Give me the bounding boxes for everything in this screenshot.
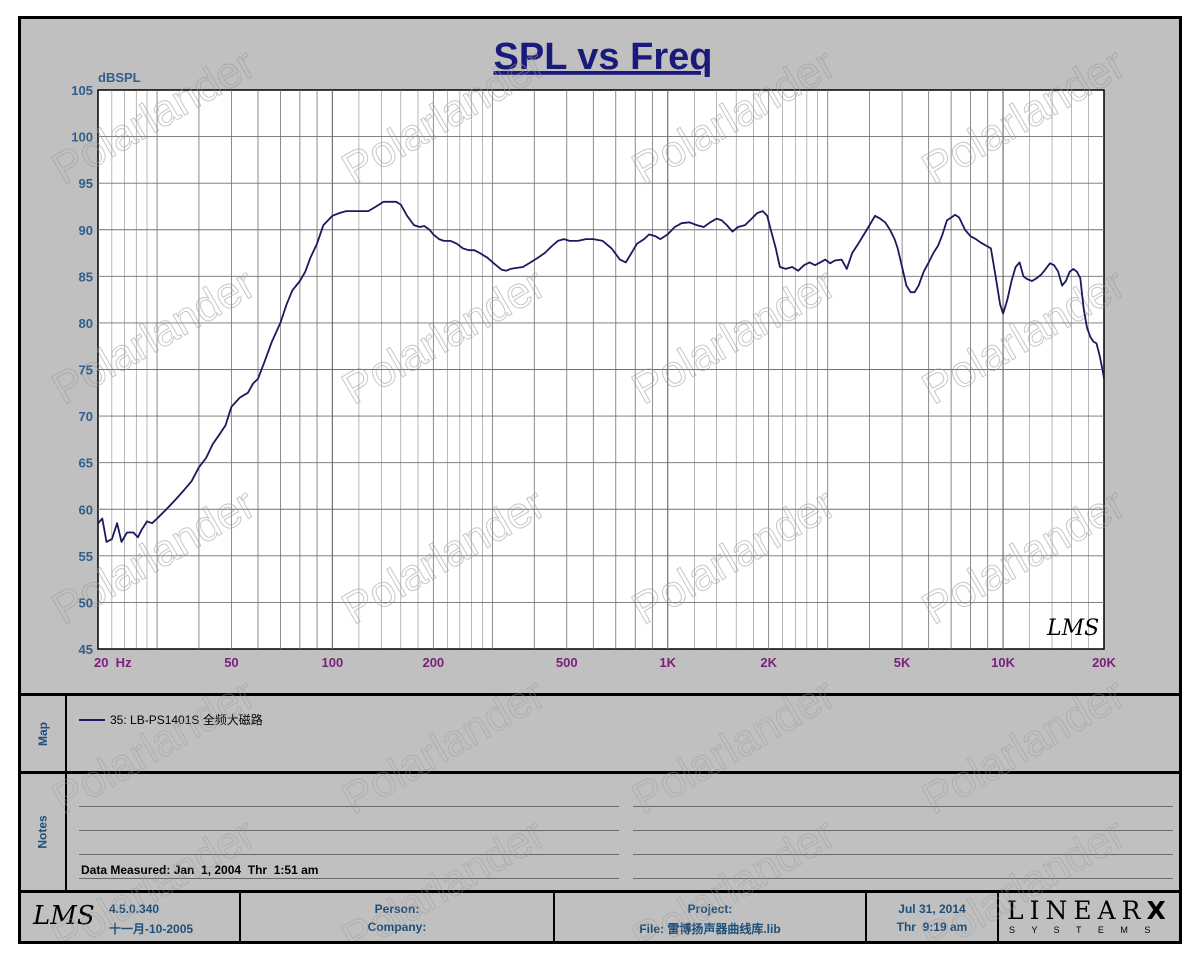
- y-tick-label: 95: [79, 176, 93, 191]
- notes-line: [633, 830, 1173, 831]
- divider-footer: [21, 890, 1179, 893]
- footer-version-date: 十一月-10-2005: [109, 922, 194, 936]
- footer-lms-logo: LMS: [33, 901, 95, 931]
- y-tick-label: 90: [79, 223, 93, 238]
- report-sheet: SPL vs Freq dBSPL Polarlander Polarlander…: [18, 16, 1182, 944]
- map-section: Map 35: LB-PS1401S 全频大磁路: [21, 696, 1179, 771]
- grid-lines: [98, 90, 1104, 649]
- x-tick-label: 1K: [659, 655, 676, 670]
- notes-line: [79, 854, 619, 855]
- y-tick-label: 75: [79, 363, 93, 378]
- y-tick-label: 105: [71, 83, 93, 98]
- notes-line: [633, 878, 1173, 879]
- footer-project: Project:: [687, 902, 733, 916]
- series-layer: [97, 200, 1105, 543]
- notes-line: [79, 830, 619, 831]
- notes-section: Notes Data Measured: Jan 1, 2004 Thr 1:5…: [21, 774, 1179, 890]
- brand-x: X: [1146, 896, 1166, 925]
- x-tick-label: 200: [422, 655, 444, 670]
- y-tick-labels: 45 50 55 60 65 70 75 80 85 90 95 100 105: [71, 83, 93, 657]
- footer-version-cell: LMS 4.5.0.340 十一月-10-2005: [21, 893, 241, 941]
- divider-notes: [21, 771, 1179, 774]
- notes-line: [633, 806, 1173, 807]
- legend-entry: 35: LB-PS1401S 全频大磁路: [79, 711, 263, 728]
- y-tick-label: 100: [71, 130, 93, 145]
- map-sidebar: Map: [21, 696, 67, 771]
- footer-file: File: 雷博扬声器曲线库.lib: [639, 922, 781, 936]
- map-label: Map: [36, 721, 50, 746]
- footer-time: Thr 9:19 am: [896, 920, 968, 934]
- footer-date-cell: Jul 31, 2014 Thr 9:19 am: [867, 893, 999, 941]
- notes-label: Notes: [36, 815, 50, 849]
- x-tick-label: 5K: [894, 655, 911, 670]
- spl-chart: SPL vs Freq dBSPL Polarlander Polarlander…: [44, 36, 1134, 693]
- divider-map: [21, 693, 1179, 696]
- brand-text: LINEAR: [1007, 896, 1147, 925]
- footer-version: 4.5.0.340: [109, 902, 160, 916]
- footer-person: Person:: [374, 902, 420, 916]
- footer-person-cell: Person: Company:: [241, 893, 555, 941]
- y-tick-label: 85: [79, 269, 93, 284]
- footer-brand-cell: LINEARX S Y S T E M S: [999, 893, 1179, 941]
- y-tick-label: 80: [79, 316, 93, 331]
- notes-line: [79, 878, 619, 879]
- chart-lms-logo: LMS: [1046, 616, 1099, 641]
- y-tick-label: 60: [79, 502, 93, 517]
- brand-logo: LINEARX: [1007, 896, 1166, 925]
- legend-text: 35: LB-PS1401S 全频大磁路: [110, 713, 263, 727]
- data-measured: Data Measured: Jan 1, 2004 Thr 1:51 am: [81, 863, 319, 877]
- chart-title: SPL vs Freq: [494, 36, 713, 78]
- x-tick-label: 500: [556, 655, 578, 670]
- footer-company: Company:: [367, 920, 427, 934]
- footer: LMS 4.5.0.340 十一月-10-2005 Person: Compan…: [21, 893, 1179, 941]
- y-tick-label: 45: [79, 642, 93, 657]
- x-tick-label: 20K: [1092, 655, 1116, 670]
- legend-swatch: [79, 718, 105, 721]
- y-tick-label: 55: [79, 549, 93, 564]
- x-tick-labels: 20 Hz 50 100 200 500 1K 2K 5K 10K 20K: [94, 655, 1117, 670]
- x-tick-label: 100: [322, 655, 344, 670]
- footer-date: Jul 31, 2014: [898, 902, 966, 916]
- y-axis-label: dBSPL: [98, 70, 141, 85]
- y-tick-label: 50: [79, 595, 93, 610]
- footer-project-cell: Project: File: 雷博扬声器曲线库.lib: [555, 893, 867, 941]
- y-tick-label: 65: [79, 456, 93, 471]
- notes-line: [633, 854, 1173, 855]
- x-tick-label: 50: [224, 655, 238, 670]
- x-tick-label: 20 Hz: [94, 655, 132, 670]
- brand-sub: S Y S T E M S: [1009, 925, 1158, 935]
- y-tick-label: 70: [79, 409, 93, 424]
- x-tick-label: 2K: [760, 655, 777, 670]
- x-tick-label: 10K: [991, 655, 1015, 670]
- notes-sidebar: Notes: [21, 774, 67, 890]
- notes-line: [79, 806, 619, 807]
- series-line: [97, 200, 1105, 543]
